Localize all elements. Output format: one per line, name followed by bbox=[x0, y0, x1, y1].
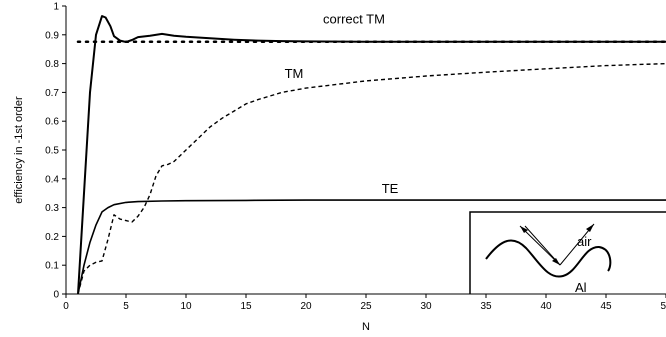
x-tick-label: 30 bbox=[420, 301, 432, 312]
reflected-arrow bbox=[559, 223, 595, 266]
diffracted-arrowhead bbox=[520, 226, 528, 233]
series-line-te bbox=[77, 199, 666, 295]
inset-surface-profile bbox=[485, 239, 612, 278]
y-axis-label: efficiency in -1st order bbox=[13, 96, 25, 204]
y-tick-label: 0.5 bbox=[45, 146, 59, 157]
incident-arrow bbox=[524, 225, 561, 266]
y-tick-label: 0.9 bbox=[45, 30, 59, 41]
y-tick-label: 0.4 bbox=[45, 174, 59, 185]
x-tick-label: 0 bbox=[63, 301, 69, 312]
inset: air Al bbox=[469, 211, 666, 295]
y-tick-label: 1 bbox=[53, 2, 59, 13]
y-tick-label: 0.3 bbox=[45, 203, 59, 214]
x-tick-label: 10 bbox=[180, 301, 192, 312]
x-axis-label: N bbox=[362, 321, 370, 333]
y-tick-label: 0.2 bbox=[45, 232, 59, 243]
diffracted-arrow bbox=[519, 225, 561, 266]
y-tick-label: 0.1 bbox=[45, 261, 59, 272]
annotations-group: correct TM TM TE bbox=[285, 11, 399, 196]
annotation-label: correct TM bbox=[323, 11, 385, 26]
y-tick-label: 0 bbox=[53, 290, 59, 301]
x-tick-label: 45 bbox=[600, 301, 612, 312]
y-tick-label: 0.6 bbox=[45, 117, 59, 128]
x-tick-label: 40 bbox=[540, 301, 552, 312]
x-tick-label: 20 bbox=[300, 301, 312, 312]
inset-frame bbox=[469, 211, 666, 294]
x-ticks: 0 5 10 15 20 25 30 35 40 45 5 bbox=[63, 294, 666, 312]
y-ticks: 0 0.1 0.2 0.3 0.4 0.5 0.6 0.7 0.8 0.9 1 bbox=[45, 2, 66, 301]
inset-label-air: air bbox=[577, 234, 592, 249]
y-tick-label: 0.7 bbox=[45, 88, 59, 99]
x-tick-label: 5 bbox=[660, 301, 666, 312]
inset-label-al: Al bbox=[575, 280, 587, 295]
series-group bbox=[76, 15, 666, 295]
annotation-label: TM bbox=[285, 66, 304, 81]
x-tick-label: 5 bbox=[123, 301, 129, 312]
y-tick-label: 0.8 bbox=[45, 59, 59, 70]
series-line-tm bbox=[77, 62, 666, 295]
x-tick-label: 25 bbox=[360, 301, 372, 312]
x-tick-label: 15 bbox=[240, 301, 252, 312]
series-line-correct-tm bbox=[77, 15, 666, 295]
reflected-arrowhead bbox=[586, 224, 594, 232]
annotation-label: TE bbox=[382, 181, 399, 196]
x-tick-label: 35 bbox=[480, 301, 492, 312]
